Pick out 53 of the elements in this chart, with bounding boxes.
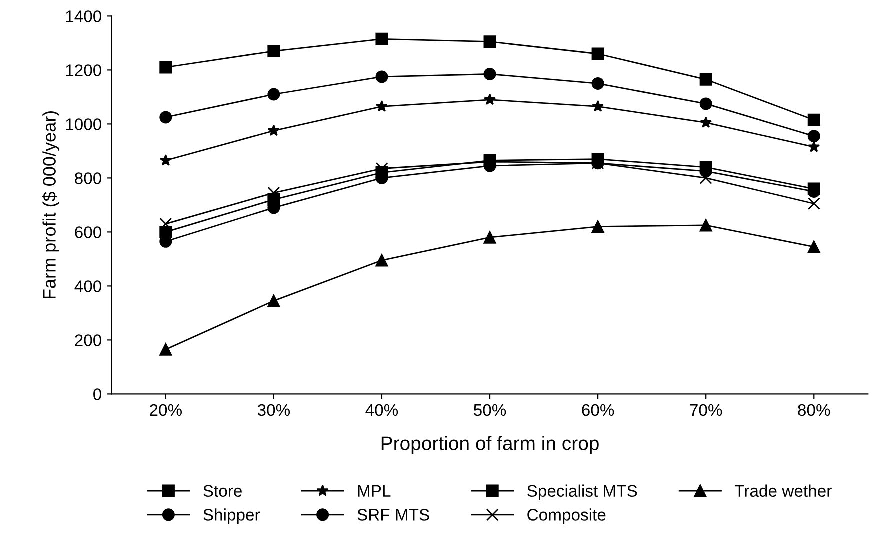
x-tick-label: 40% — [366, 404, 398, 416]
point — [808, 114, 820, 126]
point — [376, 70, 388, 84]
point — [160, 154, 172, 166]
y-tick-label: 600 — [75, 226, 102, 238]
x-tick-label: 20% — [150, 404, 182, 416]
point — [160, 218, 172, 230]
point — [484, 68, 496, 80]
point — [592, 77, 604, 90]
point — [376, 254, 388, 267]
point — [268, 45, 280, 58]
legend-label: Specialist MTS — [528, 484, 638, 500]
x-tick-label: 80% — [798, 404, 830, 416]
point — [700, 73, 712, 86]
legend-label: Composite — [528, 508, 606, 524]
point — [808, 130, 820, 143]
point — [160, 111, 172, 124]
point — [592, 100, 604, 112]
y-tick-label: 1400 — [66, 10, 102, 22]
legend-label: Store — [204, 485, 242, 498]
point — [808, 240, 820, 254]
legend-label: Trade wether — [734, 484, 832, 498]
y-tick-label: 200 — [75, 334, 102, 346]
point — [376, 100, 388, 112]
x-tick-label: 70% — [690, 404, 722, 416]
y-axis-title: Farm profit ($ 000/year) — [42, 111, 60, 299]
point — [700, 98, 712, 110]
point — [592, 220, 604, 234]
legend-label: MPL — [358, 485, 391, 497]
point — [268, 294, 280, 308]
legend-label: Shipper — [204, 508, 260, 524]
point — [376, 32, 388, 46]
y-tick-label: 1000 — [66, 118, 102, 130]
point — [484, 231, 496, 244]
point — [700, 219, 712, 232]
point — [484, 94, 496, 106]
point — [700, 116, 712, 128]
point — [592, 48, 604, 60]
point — [484, 36, 496, 48]
x-tick-label: 50% — [474, 404, 506, 416]
y-tick-label: 1200 — [66, 64, 102, 76]
y-tick-label: 400 — [74, 280, 102, 292]
point — [160, 61, 172, 74]
x-tick-label: 30% — [258, 404, 290, 416]
point — [808, 198, 820, 210]
y-tick-label: 0 — [94, 388, 102, 400]
x-axis-title: Proportion of farm in crop — [382, 436, 599, 454]
y-tick-label: 800 — [75, 172, 102, 184]
legend-label: SRF MTS — [358, 509, 430, 521]
point — [160, 343, 172, 356]
x-tick-label: 60% — [582, 404, 614, 416]
point — [268, 88, 280, 101]
point — [268, 124, 280, 136]
